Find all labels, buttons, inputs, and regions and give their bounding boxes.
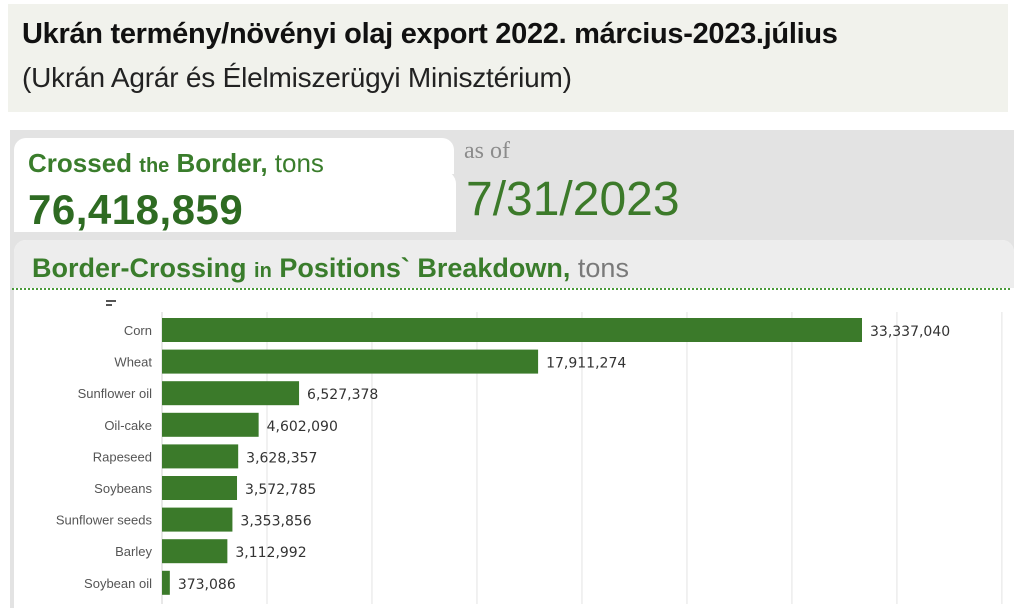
value-label: 3,353,856 [240,514,311,530]
category-label: Soybeans [94,481,152,496]
breakdown-title: Border-Crossing in Positions` Breakdown,… [32,253,629,284]
value-label: 4,602,090 [267,419,338,435]
value-label: 3,572,785 [245,482,316,498]
breakdown-header [14,240,1014,288]
title-panel [8,4,1008,112]
value-label: 33,337,040 [870,324,950,340]
kpi-value: 76,418,859 [28,186,244,233]
bar[interactable] [162,349,539,374]
category-label: Rapeseed [93,449,152,464]
kpi-label: Crossed the Border, tons [28,148,324,179]
kpi-box [14,170,456,232]
chart-bars: Corn 33,337,040 Wheat 17,911,274 Sunflower o… [56,318,950,595]
kpi-tab [14,138,454,174]
breakdown-title-part2: in [254,260,272,282]
kpi-label-word2: the [139,155,170,177]
bar[interactable] [162,381,300,406]
as-of-date: 7/31/2023 [466,173,680,226]
bar[interactable] [162,412,259,437]
breakdown-title-unit: tons [577,253,629,283]
category-label: Barley [115,544,152,559]
value-label: 3,112,992 [235,545,306,561]
kpi-label-unit: tons [274,148,324,178]
bar[interactable] [162,318,862,342]
category-label: Wheat [114,355,152,370]
breakdown-title-part1: Border-Crossing [32,253,247,283]
bar[interactable] [162,570,170,595]
bar[interactable] [162,539,228,564]
kpi-label-word3: Border, [176,148,268,178]
category-label: Sunflower seeds [56,513,153,528]
bar[interactable] [162,476,238,500]
value-label: 6,527,378 [307,387,378,403]
kpi-label-word1: Crossed [28,148,133,178]
dotted-divider [12,288,1010,290]
breakdown-title-part3: Positions` Breakdown, [279,253,571,283]
sort-icon[interactable] [106,300,116,306]
category-label: Soybean oil [84,576,152,591]
value-label: 373,086 [178,577,236,593]
bar[interactable] [162,444,239,469]
page-subtitle: (Ukrán Agrár és Élelmiszerügyi Minisztér… [22,62,572,93]
category-label: Oil-cake [104,418,152,433]
category-label: Corn [124,323,152,338]
as-of-label: as of [464,138,510,164]
category-label: Sunflower oil [78,386,153,401]
value-label: 17,911,274 [546,356,626,372]
value-label: 3,628,357 [246,450,317,466]
bar[interactable] [162,507,233,532]
page-title: Ukrán termény/növényi olaj export 2022. … [22,18,838,50]
